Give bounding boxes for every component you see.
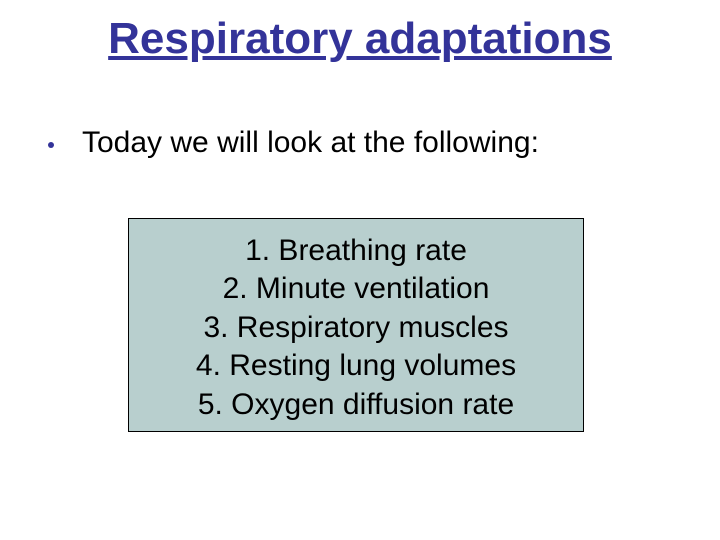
slide-title: Respiratory adaptations xyxy=(0,14,720,64)
list-item: 2. Minute ventilation xyxy=(196,270,516,308)
list-item: 4. Resting lung volumes xyxy=(196,347,516,385)
topics-list-box: 1. Breathing rate 2. Minute ventilation … xyxy=(128,218,584,432)
bullet-dot-icon xyxy=(48,142,54,148)
list-item: 5. Oxygen diffusion rate xyxy=(196,386,516,424)
list-item: 3. Respiratory muscles xyxy=(196,309,516,347)
intro-text: Today we will look at the following: xyxy=(82,126,539,160)
topics-list: 1. Breathing rate 2. Minute ventilation … xyxy=(196,232,516,424)
list-item: 1. Breathing rate xyxy=(196,232,516,270)
slide: Respiratory adaptations Today we will lo… xyxy=(0,0,720,540)
intro-bullet-row: Today we will look at the following: xyxy=(48,126,539,160)
